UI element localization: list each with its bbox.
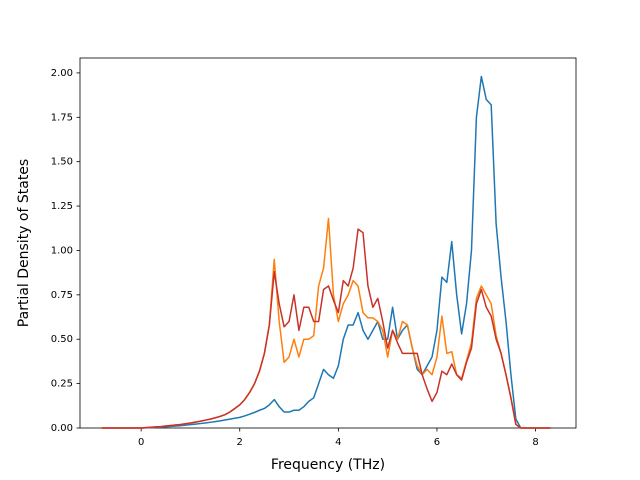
y-tick-label: 0.50 (51, 334, 73, 345)
x-axis-label: Frequency (THz) (271, 457, 385, 473)
x-tick-label: 4 (335, 437, 341, 448)
x-tick-label: 6 (434, 437, 440, 448)
x-tick-label: 8 (532, 437, 538, 448)
x-tick-label: 2 (237, 437, 243, 448)
plot-frame (79, 57, 577, 429)
y-tick-label: 1.00 (51, 245, 73, 256)
y-tick-label: 1.50 (51, 157, 73, 168)
line-series (101, 75, 551, 429)
y-tick-label: 0.75 (51, 290, 73, 301)
y-tick-label: 0.00 (51, 423, 73, 434)
x-tick-label: 0 (138, 437, 144, 448)
y-axis-label: Partial Density of States (16, 159, 32, 327)
line-series (101, 228, 551, 429)
y-tick-label: 1.75 (51, 112, 73, 123)
y-tick-label: 2.00 (51, 68, 73, 79)
y-tick-label: 1.25 (51, 201, 73, 212)
line-series (101, 217, 551, 429)
y-tick-label: 0.25 (51, 379, 73, 390)
